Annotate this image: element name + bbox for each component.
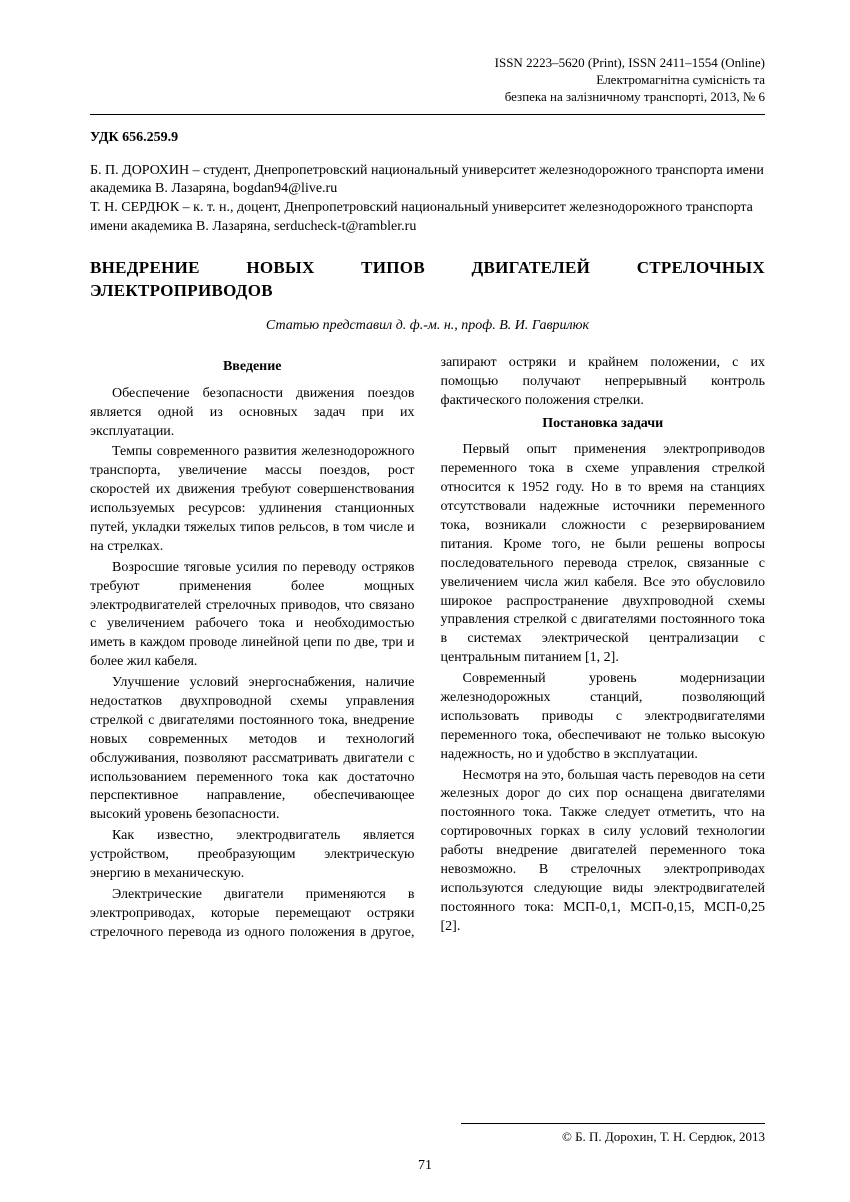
section-heading-problem: Постановка задачи [441, 415, 766, 434]
title-word: СТРЕЛОЧНЫХ [637, 257, 765, 280]
top-rule [90, 114, 765, 115]
header-meta: ISSN 2223–5620 (Print), ISSN 2411–1554 (… [90, 55, 765, 106]
paragraph: Несмотря на это, большая часть переводов… [441, 767, 766, 937]
journal-line-1: Електромагнітна сумісність та [90, 72, 765, 89]
footer-block: © Б. П. Дорохин, Т. Н. Сердюк, 2013 [90, 1123, 765, 1146]
authors-block: Б. П. ДОРОХИН – студент, Днепропетровски… [90, 162, 765, 238]
journal-line-2: безпека на залізничному транспорті, 2013… [90, 89, 765, 106]
bottom-rule [461, 1123, 765, 1124]
paragraph: Улучшение условий энергоснабжения, налич… [90, 674, 415, 825]
copyright-line: © Б. П. Дорохин, Т. Н. Сердюк, 2013 [90, 1128, 765, 1146]
paragraph: Обеспечение безопасности движения поездо… [90, 385, 415, 442]
paragraph: Как известно, электродвигатель является … [90, 827, 415, 884]
section-heading-intro: Введение [90, 358, 415, 377]
title-word: ДВИГАТЕЛЕЙ [471, 257, 590, 280]
udk-code: УДК 656.259.9 [90, 129, 765, 148]
title-line-2: ЭЛЕКТРОПРИВОДОВ [90, 280, 765, 303]
paragraph: Возросшие тяговые усилия по переводу ост… [90, 559, 415, 672]
title-word: ТИПОВ [361, 257, 425, 280]
title-word: НОВЫХ [246, 257, 314, 280]
paragraph: Темпы современного развития железнодорож… [90, 443, 415, 556]
paragraph: Первый опыт применения электроприводов п… [441, 441, 766, 668]
paragraph: Современный уровень модернизации железно… [441, 670, 766, 764]
body-columns: Введение Обеспечение безопасности движен… [90, 354, 765, 943]
title-word: ВНЕДРЕНИЕ [90, 257, 200, 280]
page-number: 71 [0, 1157, 850, 1176]
issn-line: ISSN 2223–5620 (Print), ISSN 2411–1554 (… [90, 55, 765, 72]
article-title: ВНЕДРЕНИЕНОВЫХТИПОВДВИГАТЕЛЕЙСТРЕЛОЧНЫХ … [90, 257, 765, 303]
presented-by: Статью представил д. ф.-м. н., проф. В. … [90, 317, 765, 336]
